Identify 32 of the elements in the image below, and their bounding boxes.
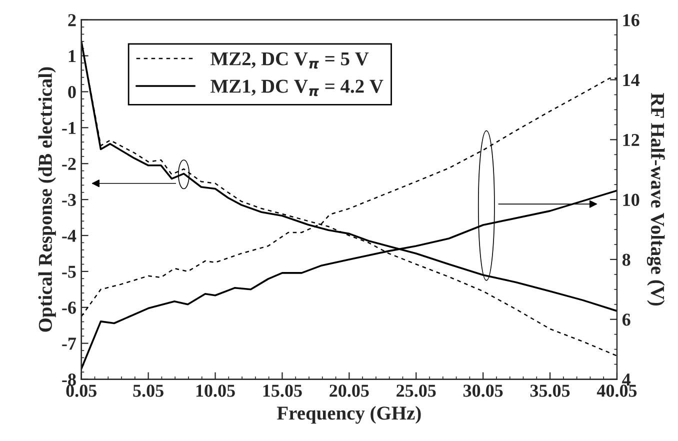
x-tick-label: 30.05 — [463, 384, 503, 397]
y-tick-label: -4 — [62, 230, 76, 242]
x-tick-label: 10.05 — [196, 384, 235, 397]
y-tick-label: -6 — [62, 302, 76, 314]
x-tick-label: 40.05 — [596, 384, 637, 397]
y-tick-label: -3 — [62, 194, 76, 206]
y-axis-title: Optical Response (dB electrical) — [38, 67, 56, 332]
y-tick-label: -8 — [62, 374, 76, 386]
y2-tick-label: 16 — [623, 14, 640, 26]
y-tick-label: -2 — [62, 158, 76, 170]
y-tick-label: 0 — [68, 86, 76, 98]
y-tick-label: -7 — [62, 338, 76, 350]
x-axis-title: Frequency (GHz) — [277, 406, 421, 424]
y-tick-label: -5 — [62, 266, 76, 278]
y2-tick-label: 6 — [622, 314, 630, 326]
y2-tick-label: 4 — [622, 374, 631, 386]
x-tick-label: 5.05 — [133, 384, 164, 397]
x-tick-label: 20.05 — [330, 384, 369, 397]
x-tick-label: 0.05 — [66, 384, 96, 397]
legend-label: MZ1, DC V$_{π}$ = 4.2 V — [210, 80, 384, 96]
y2-tick-label: 10 — [623, 194, 640, 206]
y2-tick-label: 12 — [623, 134, 640, 146]
y-tick-label: 1 — [68, 50, 76, 62]
y-tick-label: 2 — [68, 14, 76, 26]
y2-tick-label: 14 — [623, 74, 640, 86]
x-tick-label: 35.05 — [530, 384, 570, 397]
x-tick-label: 25.05 — [396, 384, 436, 397]
x-tick-label: 15.05 — [263, 384, 302, 397]
y2-tick-label: 8 — [622, 254, 630, 266]
y-tick-label: -1 — [62, 122, 76, 134]
legend-label: MZ2, DC V$_{π}$ = 5 V — [210, 52, 369, 69]
y2-axis-title: RF Half-wave Voltage (V) — [646, 93, 665, 306]
